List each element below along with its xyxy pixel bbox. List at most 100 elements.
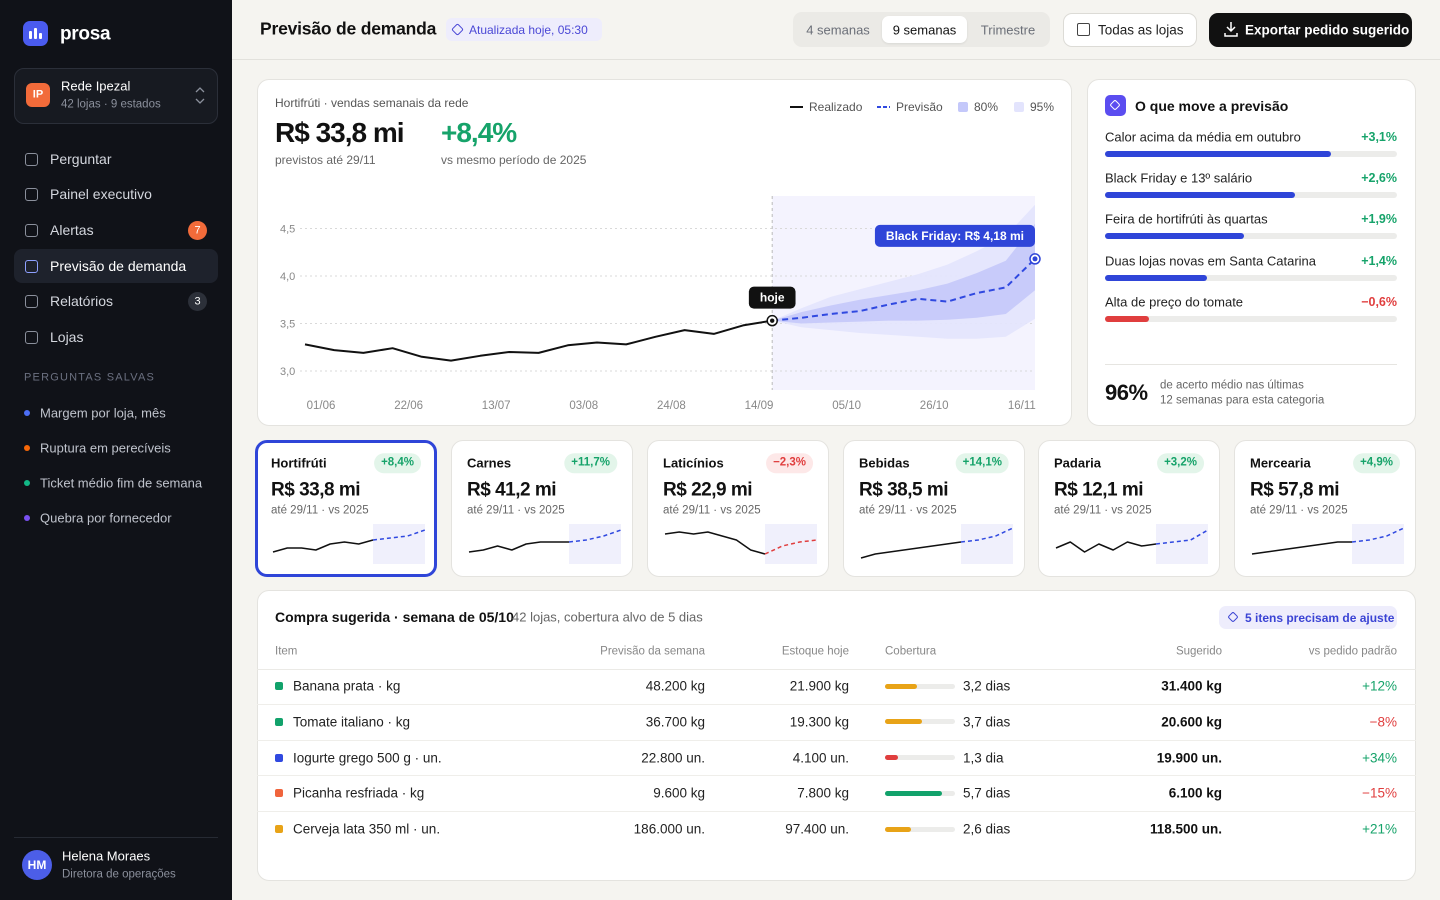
user-initials: HM xyxy=(27,858,47,872)
suggested: 6.100 kg xyxy=(1168,785,1222,801)
driver-track xyxy=(1105,274,1397,281)
user-avatar xyxy=(22,850,52,880)
row-dot xyxy=(275,682,283,690)
table-subtitle: 42 lojas, cobertura alvo de 5 dias xyxy=(512,609,703,625)
saved-dot xyxy=(24,445,30,451)
user-role: Diretora de operações xyxy=(62,868,176,881)
coverage-label: 2,6 dias xyxy=(963,821,1011,837)
driver-track xyxy=(1105,233,1397,240)
drivers-icon xyxy=(1105,95,1126,116)
stock: 4.100 un. xyxy=(792,749,849,765)
store-icon xyxy=(1077,23,1090,36)
tab[interactable]: 4 semanas xyxy=(806,22,870,37)
vs-standard: −15% xyxy=(1362,785,1397,801)
card-name: Bebidas xyxy=(859,455,910,471)
coverage-label: 3,2 dias xyxy=(963,678,1011,694)
nav-item[interactable]: Painel executivo xyxy=(50,186,152,202)
column-header: Previsão da semana xyxy=(600,645,705,658)
card-change: −2,3% xyxy=(766,453,813,473)
store-filter-label: Todas as lojas xyxy=(1098,22,1184,38)
card-change: +11,7% xyxy=(564,453,617,473)
item-name: Banana prata · kg xyxy=(293,678,401,694)
nav-badge-count: 7 xyxy=(194,224,201,236)
nav-icon xyxy=(25,331,38,344)
driver-bar xyxy=(1105,192,1295,199)
tab[interactable]: 9 semanas xyxy=(892,22,957,37)
forecast: 22.800 un. xyxy=(641,749,705,765)
nav-active xyxy=(14,249,218,283)
item-name: Picanha resfriada · kg xyxy=(293,785,425,801)
updated-text: Atualizada hoje, 05:30 xyxy=(469,22,588,37)
driver-value: +3,1% xyxy=(1361,129,1397,144)
coverage-label: 5,7 dias xyxy=(963,785,1011,801)
headline: R$ 33,8 mi xyxy=(275,117,405,148)
item-name: Tomate italiano · kg xyxy=(293,714,411,730)
saved-question[interactable]: Margem por loja, mês xyxy=(40,405,166,421)
vs-standard: +34% xyxy=(1362,749,1397,765)
driver-label: Alta de preço do tomate xyxy=(1105,294,1244,310)
row-dot xyxy=(275,825,283,834)
nav-item[interactable]: Previsão de demanda xyxy=(50,258,187,274)
driver-bar xyxy=(1105,233,1244,240)
coverage-track xyxy=(885,755,955,761)
card-value: R$ 41,2 mi xyxy=(467,479,557,501)
logo-bar xyxy=(34,28,37,39)
table-header-line xyxy=(257,669,1416,670)
nav-badge xyxy=(188,292,207,311)
driver-track xyxy=(1105,315,1397,322)
column-header: vs pedido padrão xyxy=(1308,645,1397,658)
export-label: Exportar pedido sugerido xyxy=(1245,22,1410,38)
store-filter[interactable] xyxy=(1063,13,1197,47)
forecast: 186.000 un. xyxy=(633,821,705,837)
sidebar xyxy=(0,0,232,900)
accuracy-note: 12 semanas para esta categoria xyxy=(1160,394,1325,407)
card-value: R$ 12,1 mi xyxy=(1054,479,1144,501)
row-divider xyxy=(257,775,1416,777)
coverage-bar xyxy=(885,719,922,725)
suggested: 20.600 kg xyxy=(1161,714,1222,730)
org-name: Rede Ipezal xyxy=(61,78,131,94)
column-header: Sugerido xyxy=(1175,645,1222,658)
alert-badge[interactable] xyxy=(1219,606,1397,629)
column-header: Cobertura xyxy=(885,645,937,658)
legend-label: Previsão xyxy=(896,100,943,114)
coverage-track xyxy=(885,826,955,832)
card-name: Padaria xyxy=(1054,455,1101,471)
sidebar-divider xyxy=(14,837,218,838)
card-value: R$ 38,5 mi xyxy=(859,479,949,501)
driver-bar xyxy=(1105,315,1149,322)
row-dot xyxy=(275,789,283,798)
card-value: R$ 57,8 mi xyxy=(1250,479,1340,501)
drivers-divider xyxy=(1105,364,1397,365)
coverage-bar xyxy=(885,755,898,761)
coverage-bar xyxy=(885,790,942,796)
card-name: Carnes xyxy=(467,455,512,471)
accuracy-note: de acerto médio nas últimas xyxy=(1160,379,1304,392)
driver-bar xyxy=(1105,274,1208,281)
item-name: Cerveja lata 350 ml · un. xyxy=(293,821,441,837)
column-header: Estoque hoje xyxy=(781,645,849,658)
row-dot xyxy=(275,753,283,762)
vs-standard: +21% xyxy=(1362,821,1397,837)
card-note: até 29/11 · vs 2025 xyxy=(859,504,957,517)
card-change: +3,2% xyxy=(1157,453,1204,473)
nav-item[interactable]: Perguntar xyxy=(50,151,112,167)
card-note: até 29/11 · vs 2025 xyxy=(467,504,565,517)
nav-item[interactable]: Lojas xyxy=(50,329,84,345)
alert-text: 5 itens precisam de ajuste xyxy=(1245,610,1395,625)
org-initials: IP xyxy=(32,88,44,101)
org-detail: 42 lojas · 9 estados xyxy=(61,98,161,111)
export-button[interactable] xyxy=(1209,13,1412,47)
saved-title: PERGUNTAS SALVAS xyxy=(24,371,156,384)
coverage-bar xyxy=(885,826,911,832)
driver-label: Calor acima da média em outubro xyxy=(1105,129,1301,145)
saved-question[interactable]: Quebra por fornecedor xyxy=(40,510,172,526)
nav-item[interactable]: Relatórios xyxy=(50,293,114,309)
nav-badge-count: 3 xyxy=(194,295,201,307)
tab[interactable]: Trimestre xyxy=(980,22,1036,37)
saved-question[interactable]: Ruptura em perecíveis xyxy=(40,440,171,456)
suggested: 19.900 un. xyxy=(1156,749,1222,765)
saved-question[interactable]: Ticket médio fim de semana xyxy=(40,475,203,491)
user-name: Helena Moraes xyxy=(62,848,151,864)
nav-item[interactable]: Alertas xyxy=(50,222,94,238)
